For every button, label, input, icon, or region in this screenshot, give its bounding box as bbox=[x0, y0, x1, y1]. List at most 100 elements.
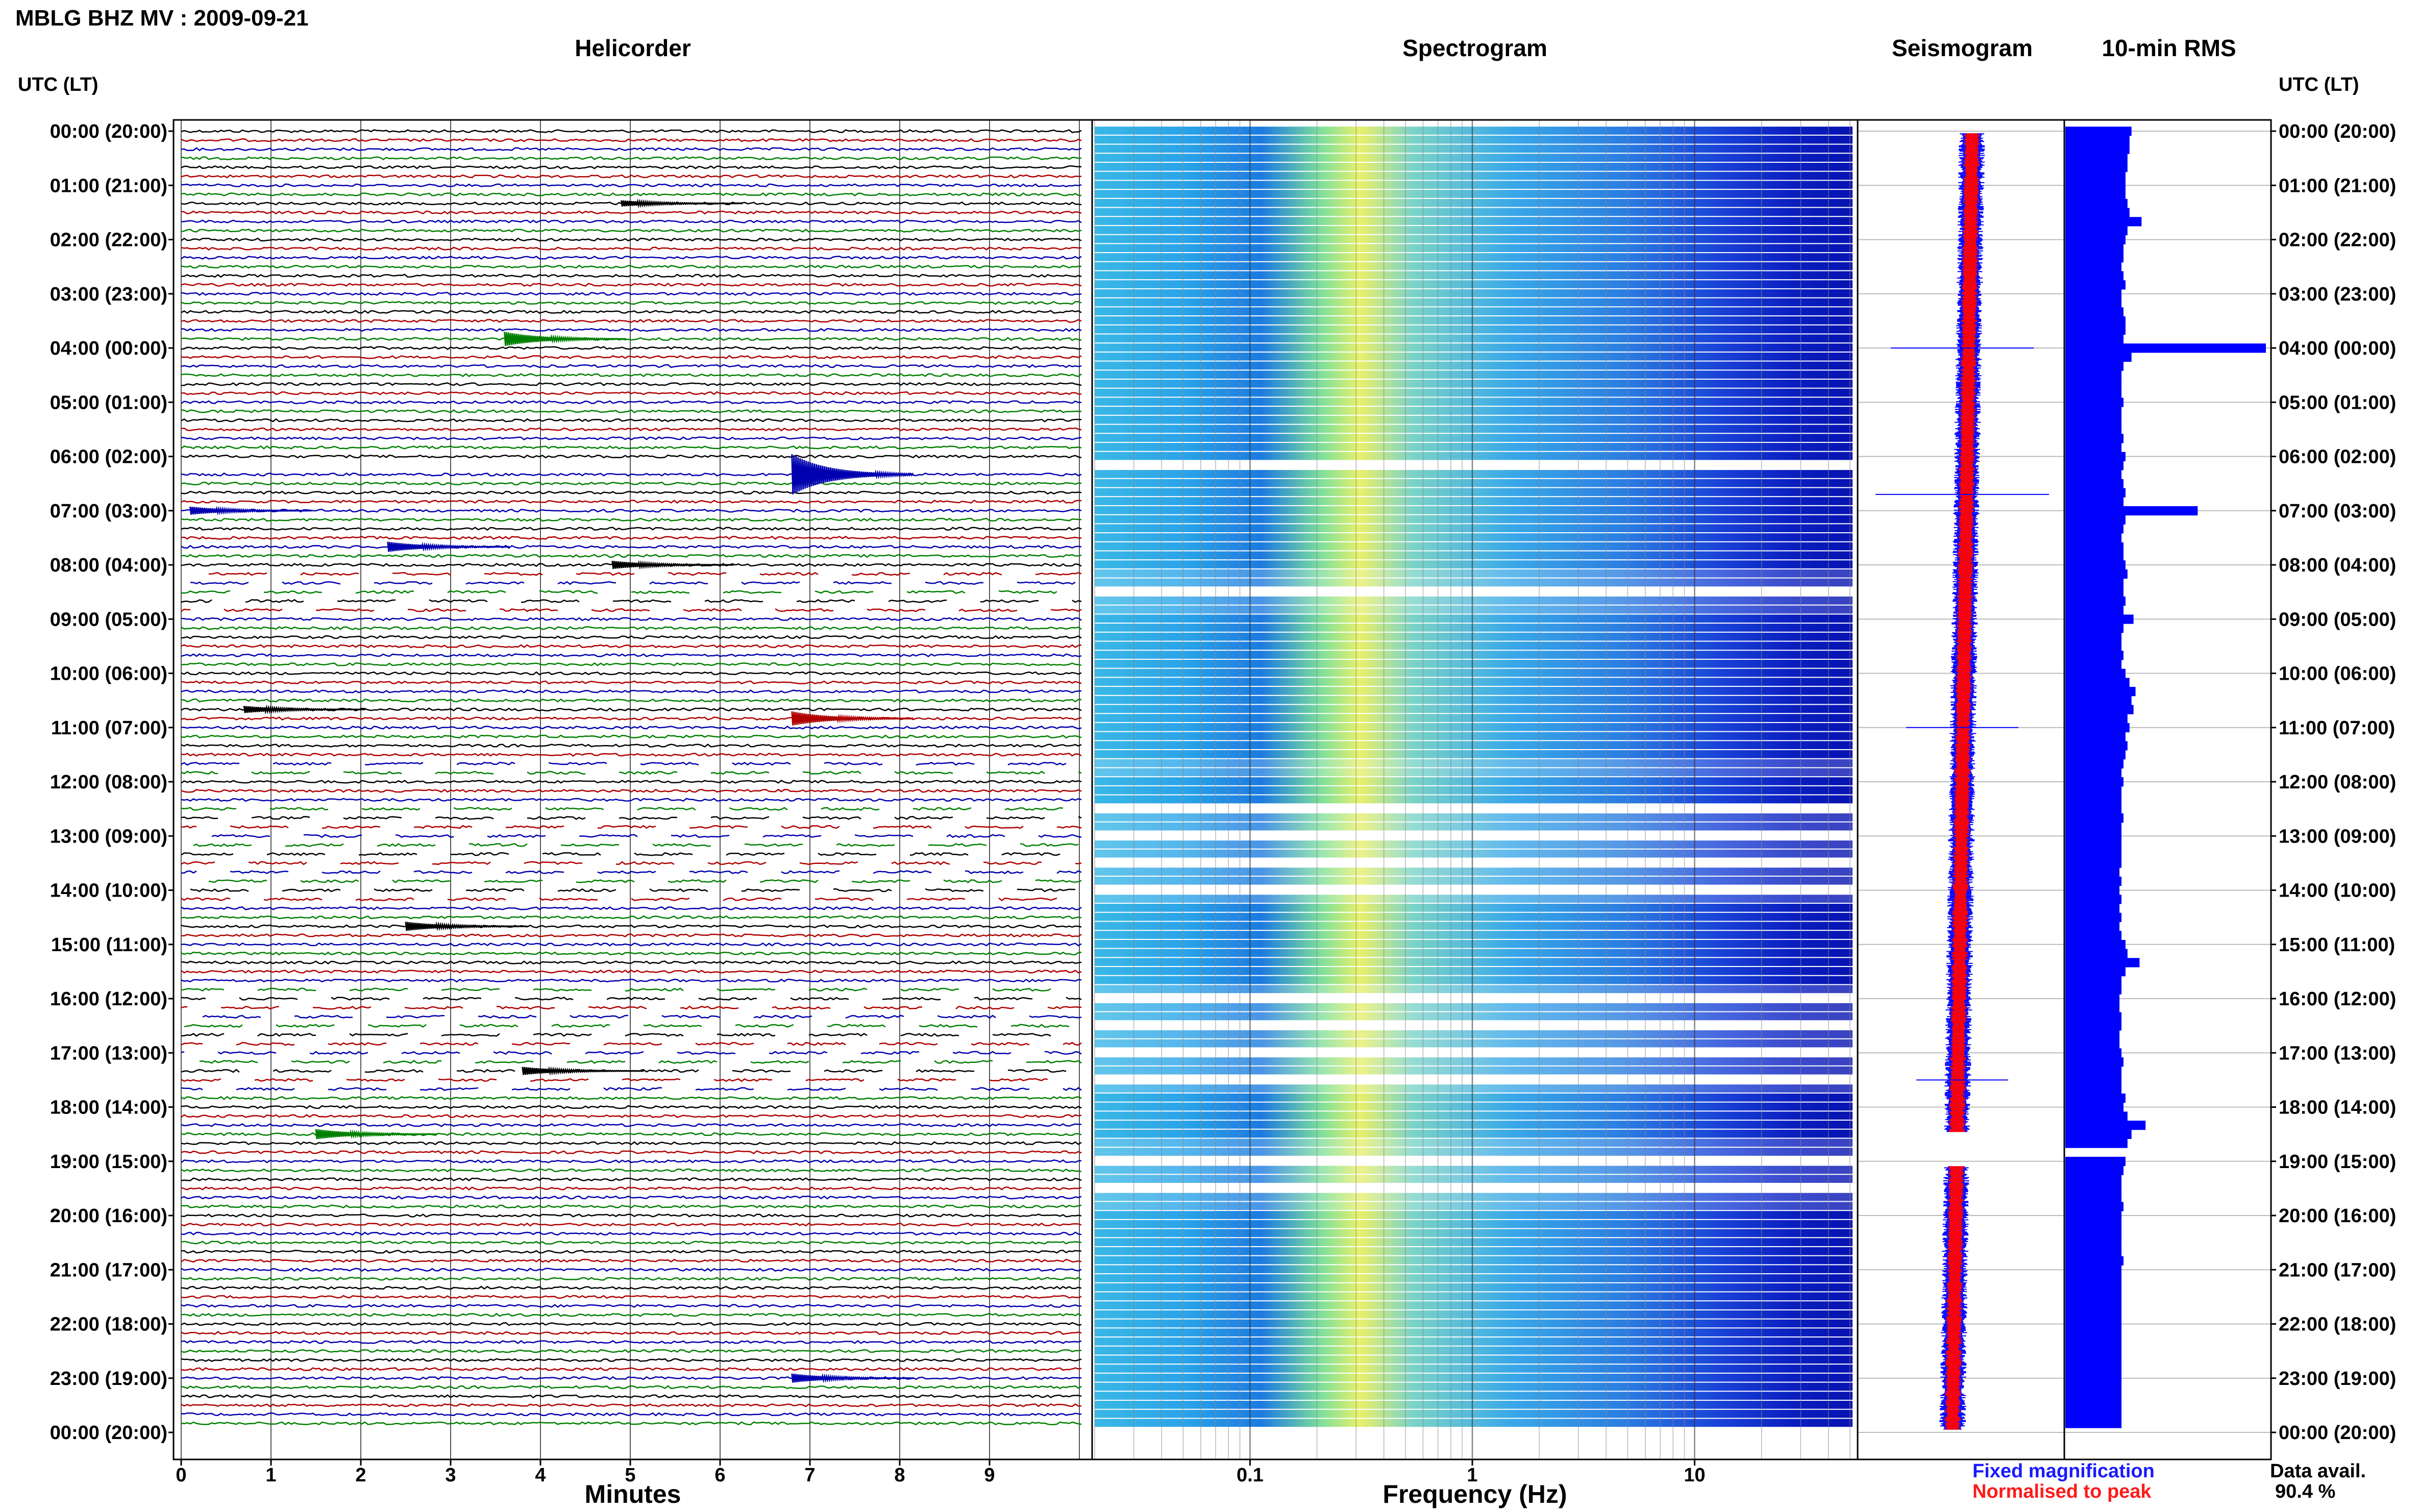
helicorder-trace bbox=[181, 535, 1082, 540]
spectrogram-row bbox=[1095, 696, 1853, 704]
hour-tick-label-left: 14:00 (10:00) bbox=[50, 880, 167, 902]
hour-tick-label-right: 21:00 (17:00) bbox=[2279, 1259, 2396, 1281]
spectrogram-row bbox=[1095, 578, 1853, 587]
minute-tick-label: 9 bbox=[984, 1465, 995, 1486]
spectrogram-row bbox=[1095, 786, 1853, 795]
hour-tick-labels: 00:00 (20:00) 00:00 (20:00) 01:00 (21:00) 0… bbox=[50, 121, 2397, 1444]
spectrogram-row bbox=[1095, 497, 1853, 505]
spectrogram-row bbox=[1095, 1283, 1853, 1292]
spectrogram-row bbox=[1095, 1211, 1853, 1219]
minute-tick-label: 2 bbox=[355, 1465, 366, 1486]
rms-bar bbox=[2065, 912, 2122, 922]
rms-bar bbox=[2065, 1039, 2120, 1049]
hour-tick-label-left: 12:00 (08:00) bbox=[50, 772, 167, 793]
hour-tick-label-left: 06:00 (02:00) bbox=[50, 447, 167, 468]
rms-bar bbox=[2065, 289, 2122, 299]
rms-bar bbox=[2065, 1021, 2122, 1031]
rms-bar bbox=[2065, 931, 2122, 940]
helicorder-trace bbox=[181, 1412, 1082, 1417]
rms-bar bbox=[2065, 407, 2122, 416]
helicorder-trace bbox=[181, 1312, 1082, 1317]
rms-bar bbox=[2065, 1220, 2122, 1230]
hour-tick-label-right: 18:00 (14:00) bbox=[2279, 1097, 2396, 1119]
helicorder-trace bbox=[181, 753, 1082, 757]
helicorder-trace bbox=[181, 1376, 1082, 1380]
hour-tick-label-left: 15:00 (11:00) bbox=[51, 934, 167, 956]
helicorder-trace bbox=[181, 780, 1082, 784]
spectrogram-row bbox=[1095, 1093, 1853, 1102]
rms-bar bbox=[2065, 235, 2126, 244]
rms-bar bbox=[2065, 876, 2122, 886]
helicorder-panel bbox=[172, 119, 1093, 1460]
helicorder-trace bbox=[181, 436, 1082, 440]
spectrogram-row bbox=[1095, 1166, 1853, 1174]
hour-tick-label-right: 16:00 (12:00) bbox=[2279, 988, 2396, 1010]
spectrogram-row bbox=[1095, 795, 1853, 804]
helicorder-event bbox=[522, 1066, 645, 1076]
rms-bar bbox=[2065, 624, 2124, 633]
helicorder-trace bbox=[181, 1096, 1082, 1100]
rms-bar bbox=[2065, 668, 2126, 678]
spectrogram-row bbox=[1095, 967, 1853, 975]
helicorder-trace bbox=[181, 978, 1082, 983]
spectrogram-row bbox=[1095, 1039, 1853, 1048]
rms-bar bbox=[2065, 244, 2124, 254]
rms-bar bbox=[2065, 1129, 2132, 1139]
legend-normalised-to-peak: Normalised to peak bbox=[1972, 1481, 2152, 1502]
helicorder-trace bbox=[181, 274, 1082, 278]
spectrogram-row bbox=[1095, 244, 1853, 253]
helicorder-trace bbox=[181, 490, 1082, 495]
helicorder-trace bbox=[181, 653, 1082, 658]
helicorder-title: Helicorder bbox=[575, 35, 691, 61]
spectrogram-row bbox=[1095, 1337, 1853, 1346]
rms-bar bbox=[2065, 1382, 2122, 1392]
rms-bar bbox=[2065, 1229, 2122, 1238]
rms-bar bbox=[2065, 470, 2122, 480]
rms-bar bbox=[2065, 1184, 2122, 1194]
spectrogram-row bbox=[1095, 1346, 1853, 1355]
helicorder-trace bbox=[181, 1250, 1082, 1254]
rms-bar bbox=[2065, 759, 2124, 769]
spectrogram-row bbox=[1095, 154, 1853, 162]
spectrogram-row bbox=[1095, 596, 1853, 605]
rms-bar bbox=[2065, 1048, 2122, 1058]
spectrogram-row bbox=[1095, 723, 1853, 731]
helicorder-trace bbox=[181, 554, 1082, 558]
minute-tick-label: 0 bbox=[176, 1465, 186, 1486]
hour-tick-label-right: 07:00 (03:00) bbox=[2279, 501, 2396, 522]
rms-bar bbox=[2065, 822, 2122, 832]
spectrogram-row bbox=[1095, 1121, 1853, 1129]
utc-label-right: UTC (LT) bbox=[2279, 74, 2359, 95]
minute-tick-label: 3 bbox=[445, 1465, 456, 1486]
frequency-tick-label: 1 bbox=[1467, 1465, 1477, 1486]
rms-bar bbox=[2065, 849, 2122, 859]
helicorder-trace bbox=[181, 283, 1082, 287]
helicorder-trace bbox=[181, 1032, 1051, 1037]
rms-bar bbox=[2065, 1401, 2122, 1410]
helicorder-trace bbox=[181, 364, 1082, 368]
spectrogram-row bbox=[1095, 199, 1853, 207]
spectrogram-row bbox=[1095, 253, 1853, 261]
spectrogram-row bbox=[1095, 1111, 1853, 1120]
rms-bar bbox=[2065, 1066, 2122, 1076]
rms-bar bbox=[2065, 127, 2132, 136]
helicorder-trace bbox=[202, 1014, 1082, 1019]
rms-bar bbox=[2065, 1175, 2122, 1184]
rms-bar bbox=[2065, 1156, 2126, 1167]
helicorder-trace bbox=[190, 581, 1076, 585]
helicorder-trace bbox=[181, 1222, 1082, 1227]
rms-bar bbox=[2065, 271, 2124, 281]
minute-tick-label: 5 bbox=[625, 1465, 635, 1486]
spectrogram-row bbox=[1095, 361, 1853, 370]
rms-bar bbox=[2065, 1310, 2122, 1320]
rms-bar bbox=[2065, 1193, 2122, 1202]
helicorder-trace bbox=[181, 1241, 1082, 1245]
helicorder-trace bbox=[181, 816, 1082, 820]
seismogram-normalised-to-peak bbox=[1949, 133, 1980, 1132]
seismogram-panel bbox=[1857, 119, 2065, 1460]
rms-bar bbox=[2065, 786, 2122, 796]
spectrogram-row bbox=[1095, 1229, 1853, 1237]
hour-tick-label-left: 21:00 (17:00) bbox=[50, 1259, 167, 1281]
spectrogram-row bbox=[1095, 407, 1853, 415]
